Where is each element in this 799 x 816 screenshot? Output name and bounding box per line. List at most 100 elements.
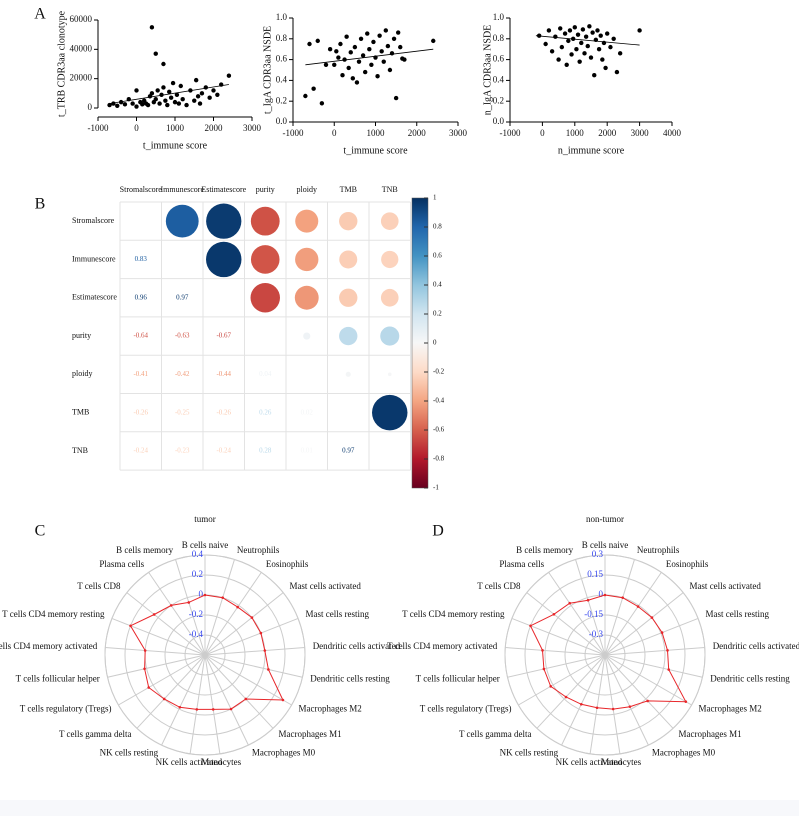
y-tick-label: 60000: [70, 14, 93, 24]
point: [395, 30, 401, 35]
x-tick-label: 1000: [166, 123, 185, 133]
spoke: [548, 572, 606, 656]
spoke: [136, 654, 206, 729]
point: [543, 41, 548, 47]
x-axis-label: n_immune score: [558, 145, 625, 156]
point: [211, 88, 216, 93]
point: [122, 102, 128, 107]
x-axis-label: t_immune score: [143, 140, 208, 151]
x-tick-label: 2000: [598, 128, 617, 138]
point: [159, 92, 164, 98]
point: [197, 101, 203, 106]
correlation-label: -0.24: [133, 447, 148, 455]
category-label: B cells naive: [182, 540, 229, 550]
point: [393, 95, 399, 101]
radar-point: [152, 613, 156, 616]
point: [559, 44, 565, 50]
point: [383, 28, 389, 33]
point: [163, 98, 168, 103]
spoke: [604, 592, 684, 656]
point: [577, 59, 582, 64]
spoke: [511, 618, 606, 656]
point: [155, 88, 160, 93]
radar-point: [666, 649, 669, 652]
spoke: [575, 559, 606, 656]
category-label: B cells memory: [116, 545, 173, 555]
panel-label: D: [432, 523, 444, 540]
radar-point: [636, 605, 640, 608]
point: [375, 74, 380, 79]
point: [115, 103, 120, 109]
correlation-circle: [339, 250, 358, 269]
point: [572, 25, 577, 30]
radar-point: [211, 708, 215, 711]
r-tick-label: -0.15: [584, 609, 603, 619]
point: [377, 33, 382, 38]
point: [574, 47, 579, 52]
point: [369, 62, 374, 67]
spoke: [161, 654, 206, 746]
spoke: [604, 654, 703, 678]
radar-point: [684, 700, 688, 703]
colorbar-tick-label: 0.8: [433, 223, 442, 231]
spoke: [505, 647, 606, 656]
panel-label: B: [35, 196, 46, 213]
radar-point: [611, 707, 615, 711]
point: [579, 40, 584, 46]
category-label: NK cells resting: [500, 747, 559, 757]
radar-point: [568, 601, 571, 605]
x-tick-label: 3000: [631, 128, 650, 138]
spoke: [105, 647, 206, 656]
chart-title: tumor: [194, 514, 216, 524]
point: [549, 49, 555, 54]
fit-line: [305, 48, 434, 66]
row-label: Stromalscore: [72, 216, 115, 225]
category-label: Neutrophils: [237, 545, 280, 555]
point: [354, 80, 360, 85]
fit-line: [535, 35, 640, 46]
radar-point: [221, 596, 224, 599]
point: [585, 43, 590, 49]
row-label: TMB: [72, 407, 89, 416]
radar-point: [267, 668, 270, 671]
correlation-label: -0.26: [133, 408, 148, 416]
correlation-label: -0.64: [133, 332, 148, 340]
radar-point: [660, 631, 664, 634]
category-label: NK cells activated: [556, 757, 623, 767]
spoke: [204, 654, 274, 729]
y-tick-label: 0.8: [276, 33, 288, 43]
point: [367, 47, 372, 52]
radar-point: [187, 601, 191, 604]
r-tick-label: 0.15: [587, 569, 603, 579]
category-label: T cells regulatory (Tregs): [20, 704, 112, 714]
point: [381, 59, 386, 64]
point: [582, 51, 587, 56]
point: [588, 55, 594, 60]
radar-point: [579, 702, 583, 706]
category-label: Eosinophils: [666, 559, 709, 569]
point: [592, 73, 597, 78]
category-label: T cells CD8: [477, 581, 521, 591]
category-label: B cells naive: [582, 540, 629, 550]
point: [614, 69, 620, 75]
x-tick-label: 2000: [408, 128, 427, 138]
row-label: ploidy: [72, 369, 92, 378]
point: [590, 30, 595, 35]
radar-point: [178, 705, 182, 709]
y-tick-label: 0.0: [493, 116, 505, 126]
spoke: [604, 572, 662, 656]
column-label: TMB: [340, 185, 357, 194]
point: [387, 67, 393, 73]
correlation-label: 0.26: [259, 408, 272, 416]
radar-point: [250, 616, 254, 619]
point: [315, 38, 320, 44]
column-label: TNB: [382, 185, 398, 194]
chart-title: non-tumor: [586, 514, 624, 524]
correlation-circle: [250, 283, 280, 313]
radar-point: [143, 649, 147, 652]
category-label: Macrophages M0: [252, 747, 316, 757]
spoke: [204, 654, 292, 706]
column-label: Estimatescore: [201, 185, 246, 194]
point: [346, 65, 351, 71]
correlation-label: -0.24: [216, 447, 231, 455]
